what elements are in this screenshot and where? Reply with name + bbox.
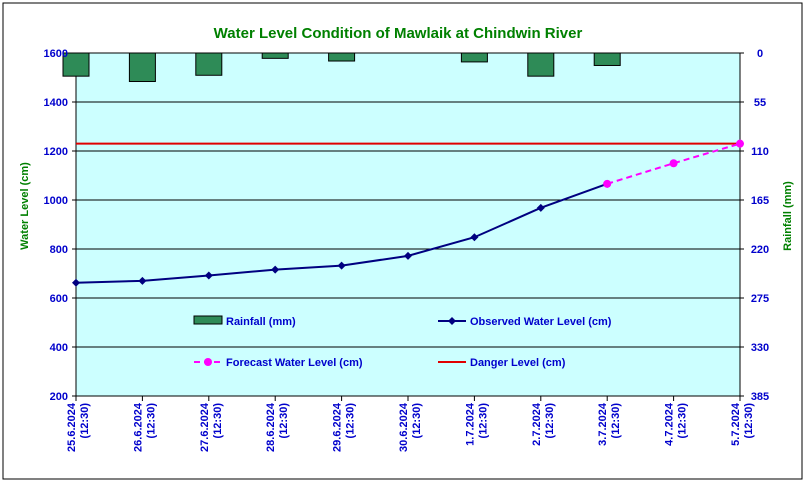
grid-layer <box>76 101 740 348</box>
forecast-point <box>736 139 744 148</box>
y-tick-label: 1600 <box>44 48 68 60</box>
y-tick-label: 800 <box>50 244 68 256</box>
x-tick-time: (12:30) <box>345 403 357 439</box>
forecast-point <box>603 179 612 188</box>
observed-point <box>72 278 80 287</box>
observed-point <box>337 261 346 270</box>
right-axis-ticks: 0 55 110 165 220 275 330 385 <box>740 48 769 403</box>
x-tick-label: 28.6.2024(12:30) <box>265 402 290 452</box>
x-tick-time: (12:30) <box>145 403 157 439</box>
x-tick-date: 29.6.2024 <box>332 402 344 452</box>
y2-tick-label: 55 <box>754 97 766 109</box>
x-tick-date: 27.6.2024 <box>199 402 211 452</box>
x-tick-time: (12:30) <box>411 403 423 439</box>
x-tick-time: (12:30) <box>544 403 556 439</box>
legend-rainfall-label: Rainfall (mm) <box>226 316 296 328</box>
y2-tick-label: 165 <box>751 195 769 207</box>
x-tick-date: 4.7.2024 <box>664 402 676 446</box>
x-tick-label: 27.6.2024(12:30) <box>199 402 224 452</box>
observed-point <box>470 233 479 242</box>
y-axis-title: Water Level (cm) <box>19 162 31 250</box>
x-axis-ticks: 25.6.2024(12:30) 26.6.2024(12:30) 27.6.202… <box>66 396 755 452</box>
x-tick-label: 3.7.2024(12:30) <box>597 402 622 446</box>
x-tick-time: (12:30) <box>677 403 689 439</box>
x-tick-label: 25.6.2024(12:30) <box>66 402 91 452</box>
x-tick-label: 1.7.2024(12:30) <box>464 402 489 446</box>
legend-rainfall-swatch <box>193 315 223 325</box>
observed-point <box>138 276 147 285</box>
rainfall-bar <box>460 52 488 63</box>
y2-tick-label: 220 <box>751 244 769 256</box>
x-tick-label: 30.6.2024(12:30) <box>398 402 423 452</box>
rainfall-bar <box>328 52 356 62</box>
x-tick-date: 28.6.2024 <box>265 402 277 452</box>
y-tick-label: 1400 <box>44 97 68 109</box>
x-tick-time: (12:30) <box>477 403 489 439</box>
x-tick-date: 5.7.2024 <box>730 402 742 446</box>
y2-tick-label: 110 <box>751 146 769 158</box>
legend-observed-marker <box>448 317 456 325</box>
y-tick-label: 600 <box>50 293 68 305</box>
x-tick-date: 2.7.2024 <box>531 402 543 446</box>
legend-forecast-marker <box>204 358 212 366</box>
rainfall-bars <box>62 52 621 83</box>
x-tick-date: 26.6.2024 <box>132 402 144 452</box>
y2-tick-label: 275 <box>751 293 769 305</box>
legend: Rainfall (mm) Observed Water Level (cm) Fo… <box>193 315 612 369</box>
rainfall-bar <box>593 52 621 66</box>
left-axis-ticks: 200 400 600 800 1000 1200 1400 1600 <box>44 48 76 403</box>
legend-danger-label: Danger Level (cm) <box>470 357 566 369</box>
x-tick-label: 2.7.2024(12:30) <box>531 402 556 446</box>
y2-tick-label: 330 <box>751 342 769 354</box>
x-tick-time: (12:30) <box>212 403 224 439</box>
y-tick-label: 400 <box>50 342 68 354</box>
y-tick-label: 1000 <box>44 195 68 207</box>
observed-point <box>204 271 213 280</box>
observed-point <box>536 203 545 212</box>
x-tick-date: 30.6.2024 <box>398 402 410 452</box>
x-tick-time: (12:30) <box>278 403 290 439</box>
x-tick-label: 29.6.2024(12:30) <box>332 402 357 452</box>
y-tick-label: 1200 <box>44 146 68 158</box>
chart-title: Water Level Condition of Mawlaik at Chin… <box>214 25 583 42</box>
y-tick-label: 200 <box>50 391 68 403</box>
legend-observed-label: Observed Water Level (cm) <box>470 316 612 328</box>
rainfall-bar <box>527 52 555 77</box>
forecast-point <box>669 159 678 168</box>
x-tick-time: (12:30) <box>743 403 755 439</box>
y2-axis-title: Rainfall (mm) <box>782 181 794 251</box>
x-tick-label: 26.6.2024(12:30) <box>132 402 157 452</box>
observed-point <box>271 265 280 274</box>
y2-tick-label: 0 <box>757 48 763 60</box>
x-tick-date: 25.6.2024 <box>66 402 78 452</box>
legend-forecast-label: Forecast Water Level (cm) <box>226 357 363 369</box>
x-tick-date: 3.7.2024 <box>597 402 609 446</box>
observed-point <box>404 251 412 260</box>
x-tick-label: 4.7.2024(12:30) <box>664 402 689 446</box>
rainfall-bar <box>195 52 223 76</box>
x-tick-label: 5.7.2024(12:30) <box>730 402 755 446</box>
plot-area <box>75 52 741 397</box>
rainfall-bar <box>128 52 156 83</box>
x-tick-time: (12:30) <box>79 403 91 439</box>
x-tick-date: 1.7.2024 <box>464 402 476 446</box>
lines-layer <box>72 139 744 287</box>
rainfall-bar <box>261 52 289 59</box>
x-tick-time: (12:30) <box>610 403 622 439</box>
y2-tick-label: 385 <box>751 391 769 403</box>
forecast-water-level-line <box>606 142 741 185</box>
